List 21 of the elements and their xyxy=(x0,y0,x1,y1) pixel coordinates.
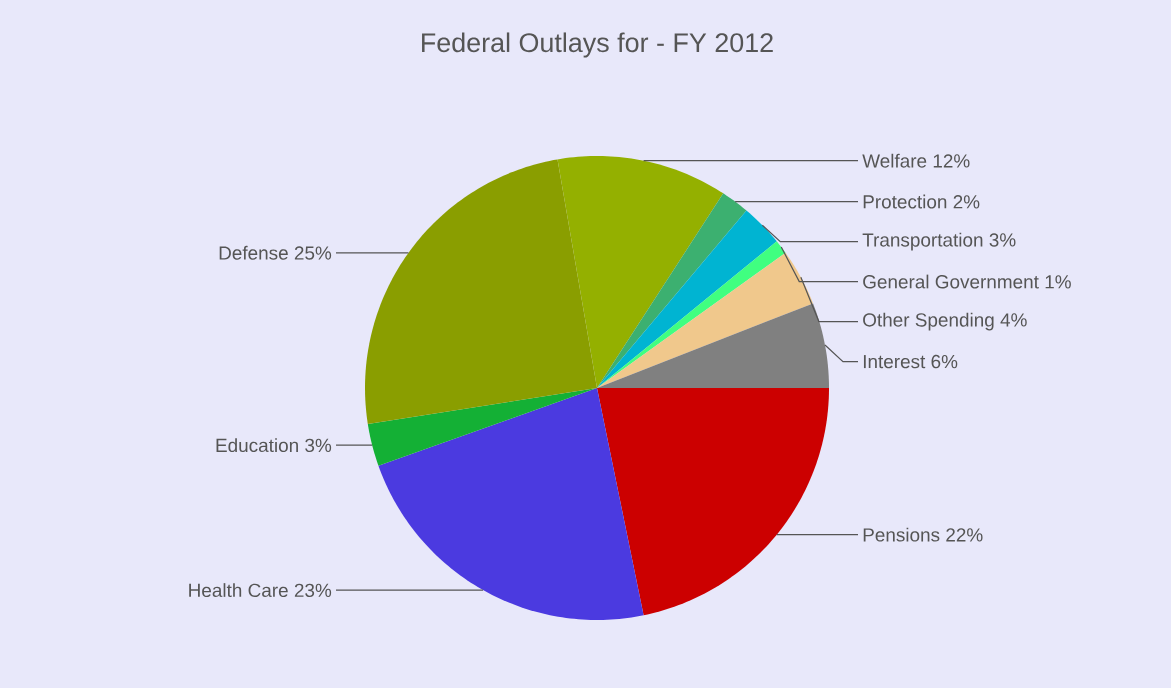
slice-label: Health Care xyxy=(189,583,288,598)
data-label: 6% xyxy=(931,354,958,369)
slice-label: General Government xyxy=(863,274,1039,289)
data-label: 25% xyxy=(294,246,332,260)
slice-label: Education xyxy=(216,438,298,453)
data-label: 2% xyxy=(953,195,980,209)
data-label: 23% xyxy=(294,583,332,598)
data-label: 4% xyxy=(1000,313,1027,327)
data-label: 1% xyxy=(1045,275,1071,289)
slice-label: Other Spending xyxy=(863,312,994,331)
data-label: 3% xyxy=(989,233,1016,247)
slice-label: Defense xyxy=(219,245,288,260)
slice-label: Protection xyxy=(863,194,947,209)
data-label: 12% xyxy=(933,154,970,168)
slice-label: Pensions xyxy=(863,527,940,542)
slice-label: Transportation xyxy=(862,232,983,251)
data-label: 22% xyxy=(946,528,983,542)
slice-label: Welfare xyxy=(862,153,927,168)
chart-title: Federal Outlays for - FY 2012 xyxy=(422,32,773,58)
data-label: 3% xyxy=(305,438,332,453)
slice-label: Interest xyxy=(863,355,926,369)
